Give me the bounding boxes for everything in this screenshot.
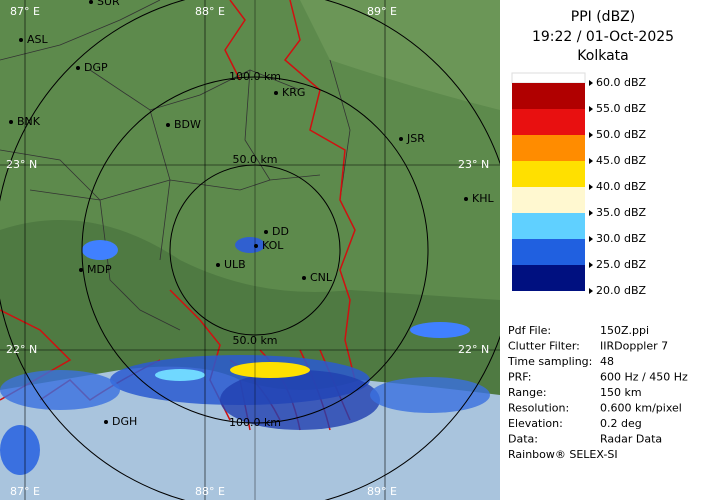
legend-label: 60.0 dBZ <box>596 76 647 89</box>
place-label: KRG <box>282 86 305 99</box>
ring-label: 50.0 km <box>232 334 277 347</box>
place-dot <box>399 137 403 141</box>
lon-label: 88° E <box>195 485 225 498</box>
place-label: CNL <box>310 271 333 284</box>
legend-swatch <box>512 265 585 291</box>
legend-swatch <box>512 239 585 265</box>
info-label: PRF: <box>508 371 531 384</box>
lat-label: 22° N <box>458 343 489 356</box>
legend-tick <box>589 184 593 190</box>
legend-label: 55.0 dBZ <box>596 102 647 115</box>
place-label: DGP <box>84 61 108 74</box>
rain-echoes <box>0 237 490 475</box>
place-dot <box>216 263 220 267</box>
legend-label: 35.0 dBZ <box>596 206 647 219</box>
panel-time: 19:22 / 01-Oct-2025 <box>532 29 674 45</box>
legend-swatch <box>512 83 585 109</box>
legend-tick <box>589 210 593 216</box>
legend-tick <box>589 236 593 242</box>
place-dot <box>254 244 258 248</box>
legend-label: 20.0 dBZ <box>596 284 647 297</box>
info-label: Elevation: <box>508 417 563 430</box>
info-label: Resolution: <box>508 402 569 415</box>
place-dot <box>302 276 306 280</box>
info-value: 0.2 deg <box>600 417 642 430</box>
legend-label: 30.0 dBZ <box>596 232 647 245</box>
legend-label: 25.0 dBZ <box>596 258 647 271</box>
info-value: 150 km <box>600 386 642 399</box>
lat-label: 23° N <box>6 158 37 171</box>
legend-swatch <box>512 161 585 187</box>
place-dot <box>76 66 80 70</box>
place-label: ULB <box>224 258 246 271</box>
place-dot <box>274 91 278 95</box>
legend-swatch <box>512 187 585 213</box>
legend-swatch <box>512 109 585 135</box>
ring-label: 50.0 km <box>232 153 277 166</box>
place-dot <box>89 0 93 4</box>
info-value: IIRDoppler 7 <box>600 340 668 353</box>
place-label: JSR <box>406 132 425 145</box>
legend-swatch <box>511 72 586 84</box>
place-dot <box>464 197 468 201</box>
lon-label: 87° E <box>10 5 40 18</box>
place-label: DD <box>272 225 289 238</box>
ring-label: 100.0 km <box>229 70 281 83</box>
map: 87° E 88° E 89° E 87° E 88° E 89° E 23° … <box>0 0 516 504</box>
place-dot <box>166 123 170 127</box>
place-label: KOL <box>262 239 284 252</box>
info-value: 48 <box>600 355 614 368</box>
lon-label: 88° E <box>195 5 225 18</box>
info-value: Radar Data <box>600 433 662 446</box>
lon-label: 89° E <box>367 5 397 18</box>
panel-title: PPI (dBZ) <box>571 9 635 25</box>
place-label: KHL <box>472 192 494 205</box>
info-value: 0.600 km/pixel <box>600 402 682 415</box>
legend-tick <box>589 106 593 112</box>
info-label: Clutter Filter: <box>508 340 580 353</box>
place-label: BNK <box>17 115 41 128</box>
place-label: SUR <box>97 0 120 8</box>
lat-label: 22° N <box>6 343 37 356</box>
place-dot <box>9 120 13 124</box>
place-dot <box>19 38 23 42</box>
legend-swatch <box>512 213 585 239</box>
legend-swatch <box>512 135 585 161</box>
legend-tick <box>589 288 593 294</box>
legend-tick <box>589 158 593 164</box>
panel-site: Kolkata <box>577 48 628 64</box>
ring-label: 100.0 km <box>229 416 281 429</box>
lat-label: 23° N <box>458 158 489 171</box>
info-label: Data: <box>508 433 538 446</box>
place-dot <box>104 420 108 424</box>
info-label: Pdf File: <box>508 324 551 337</box>
place-dot <box>264 230 268 234</box>
place-label: MDP <box>87 263 112 276</box>
info-label: Time sampling: <box>507 355 592 368</box>
place-label: BDW <box>174 118 201 131</box>
footer: Rainbow® SELEX-SI <box>508 448 618 461</box>
place-label: ASL <box>27 33 49 46</box>
info-label: Range: <box>508 386 547 399</box>
legend-tick <box>589 262 593 268</box>
lon-label: 87° E <box>10 485 40 498</box>
legend-label: 40.0 dBZ <box>596 180 647 193</box>
place-dot <box>79 268 83 272</box>
legend-label: 45.0 dBZ <box>596 154 647 167</box>
info-value: 600 Hz / 450 Hz <box>600 371 688 384</box>
info-value: 150Z.ppi <box>600 324 649 337</box>
place-label: DGH <box>112 415 137 428</box>
legend-tick <box>589 80 593 86</box>
legend-label: 50.0 dBZ <box>596 128 647 141</box>
lon-label: 89° E <box>367 485 397 498</box>
legend-tick <box>589 132 593 138</box>
